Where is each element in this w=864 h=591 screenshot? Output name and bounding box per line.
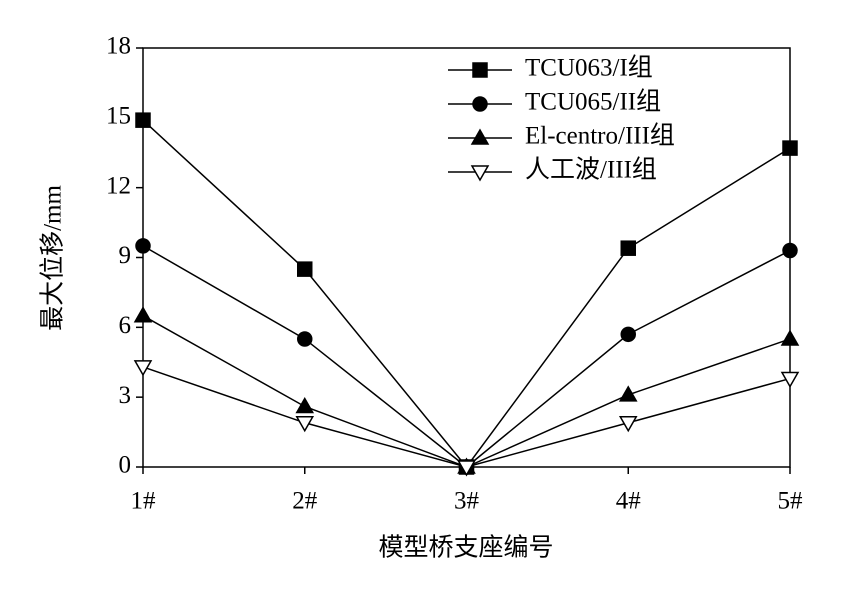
- data-point: [620, 240, 636, 256]
- data-point: [297, 261, 313, 277]
- legend-label: TCU065/II组: [525, 88, 661, 116]
- y-tick-label: 0: [119, 452, 132, 479]
- data-point: [457, 460, 476, 477]
- x-axis-label: 模型桥支座编号: [378, 534, 553, 562]
- y-tick-label: 6: [119, 312, 132, 339]
- data-point: [780, 329, 800, 346]
- data-point: [295, 396, 315, 414]
- plot-frame: [142, 47, 791, 468]
- y-axis-label: 最大位移/mm: [39, 185, 67, 331]
- x-tick-label: 5#: [778, 488, 804, 515]
- data-point: [133, 360, 153, 377]
- legend-marker: [472, 62, 488, 78]
- data-point: [135, 238, 151, 254]
- y-tick-label: 15: [106, 103, 131, 130]
- y-tick-label: 9: [119, 242, 132, 269]
- series-line: [142, 245, 791, 468]
- y-tick-label: 12: [106, 172, 131, 199]
- data-point: [782, 242, 798, 259]
- series-line: [142, 315, 791, 468]
- y-tick-label: 3: [119, 382, 132, 409]
- x-tick-label: 2#: [292, 488, 318, 515]
- x-tick-label: 4#: [616, 488, 642, 515]
- legend-marker: [472, 96, 488, 112]
- x-tick-label: 1#: [131, 488, 157, 515]
- data-point: [295, 416, 315, 433]
- legend-marker: [470, 128, 490, 145]
- series-line: [142, 366, 791, 468]
- data-point: [297, 331, 313, 347]
- y-tick-label: 18: [106, 33, 131, 60]
- data-point: [782, 140, 798, 156]
- data-point: [618, 385, 638, 402]
- data-point: [133, 306, 153, 323]
- legend-label: 人工波/III组: [525, 156, 657, 184]
- legend-marker: [470, 165, 490, 182]
- data-point: [780, 371, 800, 389]
- x-tick-label: 3#: [454, 488, 480, 515]
- data-point: [618, 416, 638, 433]
- legend-label: El-centro/III组: [525, 122, 675, 150]
- data-point: [135, 112, 151, 128]
- legend-label: TCU063/I组: [525, 54, 653, 82]
- data-point: [620, 326, 636, 343]
